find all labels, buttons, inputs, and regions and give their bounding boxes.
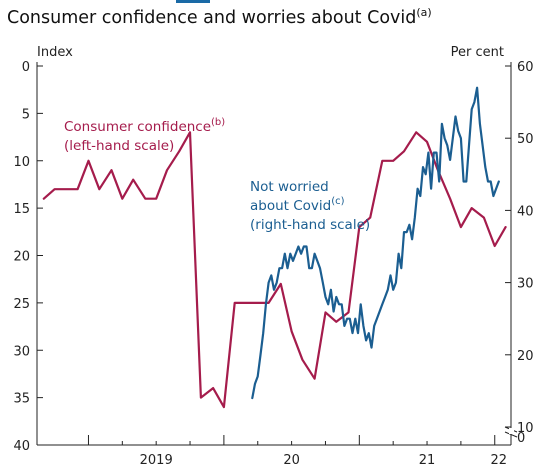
right-tick-label: 60 xyxy=(517,60,534,75)
left-tick-label: 30 xyxy=(13,344,30,359)
series-label-line: Not worried xyxy=(250,179,329,195)
series-label-note: (c) xyxy=(331,196,344,207)
left-tick-label: 35 xyxy=(13,392,30,407)
right-tick-label: 40 xyxy=(517,204,534,219)
left-tick-label: 20 xyxy=(13,250,30,265)
chart-title: Consumer confidence and worries about Co… xyxy=(7,6,432,28)
left-axis-ticks: 0 5 10 15 20 25 30 35 40 xyxy=(13,60,43,454)
x-tick-label: 2019 xyxy=(140,453,173,466)
right-tick-label: 50 xyxy=(517,132,534,147)
series-labels: Consumer confidence(b) (left-hand scale) N… xyxy=(64,117,370,233)
x-tick-label: 21 xyxy=(419,453,436,466)
series-line-consumer-confidence xyxy=(42,131,507,409)
left-tick-label: 0 xyxy=(22,60,30,75)
chart-title-note: (a) xyxy=(416,6,432,19)
right-axis-break-mark xyxy=(504,426,518,438)
left-tick-label: 40 xyxy=(13,439,30,454)
right-tick-label: 20 xyxy=(517,349,534,364)
left-tick-label: 25 xyxy=(13,297,30,312)
left-tick-label: 10 xyxy=(13,155,30,170)
title-accent-bar xyxy=(176,0,210,3)
x-tick-label: 22 xyxy=(491,453,508,466)
series-label-note: (b) xyxy=(211,117,225,128)
series-label-line: Consumer confidence(b) xyxy=(64,117,225,135)
series-label-line: about Covid(c) xyxy=(250,196,345,214)
left-axis-unit-label: Index xyxy=(37,45,73,60)
right-tick-label: 30 xyxy=(517,277,534,292)
chart-title-text: Consumer confidence and worries about Co… xyxy=(7,7,417,28)
right-tick-label: 10 xyxy=(517,421,534,436)
series-label-line: (left-hand scale) xyxy=(64,138,174,154)
series-label-line: (right-hand scale) xyxy=(250,217,370,233)
left-tick-label: 15 xyxy=(13,202,30,217)
series-line-not-worried-about-covid xyxy=(251,86,500,400)
right-axis-ticks: 60 50 40 30 20 100 xyxy=(505,60,534,446)
x-tick-label: 20 xyxy=(283,453,300,466)
x-axis-ticks: 2019 20 21 22 xyxy=(87,435,508,466)
series-layer xyxy=(42,86,507,409)
right-tick-label: 0 xyxy=(517,431,525,446)
right-axis-unit-label: Per cent xyxy=(451,45,504,60)
left-tick-label: 5 xyxy=(22,107,30,122)
